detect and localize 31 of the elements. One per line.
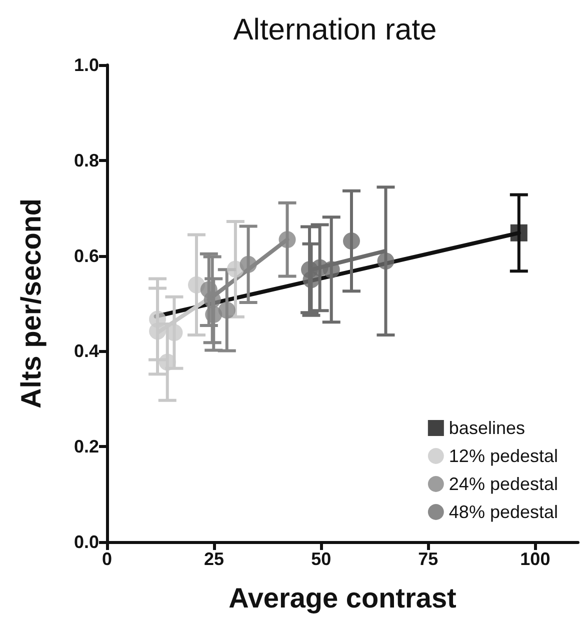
legend-label: 12% pedestal <box>448 446 558 466</box>
point <box>204 291 221 308</box>
point <box>205 306 222 323</box>
legend-label: baselines <box>448 418 525 438</box>
chart-title: Alternation rate <box>233 14 437 46</box>
y-tick-label: 0.8 <box>74 150 99 170</box>
legend-label: 24% pedestal <box>448 474 558 494</box>
x-tick-label: 0 <box>102 549 112 569</box>
x-axis-title: Average contrast <box>228 582 456 614</box>
x-tick-label: 25 <box>204 549 224 569</box>
y-tick-label: 1.0 <box>74 55 99 75</box>
y-axis-title: Alts per/second <box>16 198 46 409</box>
point <box>278 231 296 248</box>
point <box>343 232 360 250</box>
point <box>149 322 166 340</box>
point <box>377 252 394 270</box>
point <box>302 271 320 288</box>
legend-label: 48% pedestal <box>448 502 558 522</box>
x-tick-label: 75 <box>418 549 438 569</box>
y-tick-label: 0.4 <box>74 341 99 362</box>
point <box>166 324 183 342</box>
point <box>240 256 257 273</box>
point <box>218 302 236 319</box>
y-tick-label: 0.0 <box>74 532 99 552</box>
y-tick-label: 0.6 <box>74 246 99 266</box>
x-tick-label: 50 <box>311 549 332 569</box>
x-tick-label: 100 <box>520 549 550 569</box>
point <box>322 261 340 278</box>
point <box>510 224 528 242</box>
point <box>158 354 176 371</box>
y-tick-label: 0.2 <box>74 436 99 457</box>
